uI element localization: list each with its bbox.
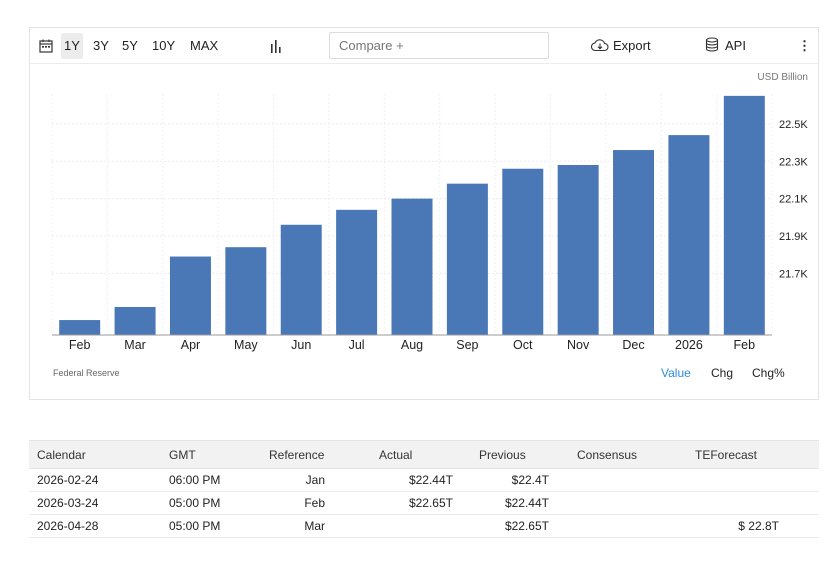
col-consensus: Consensus [569, 440, 687, 469]
y-tick-label: 22.3K [779, 156, 808, 168]
bar [446, 183, 488, 335]
y-tick-label: 22.1K [779, 194, 808, 206]
bar [336, 209, 378, 335]
x-tick-label: Feb [69, 338, 91, 352]
source-label: Federal Reserve [53, 368, 120, 378]
calendar-icon[interactable] [39, 28, 53, 64]
bar [557, 164, 599, 335]
x-tick-label: Nov [567, 338, 590, 352]
x-tick-label: Dec [622, 338, 644, 352]
x-tick-label: Mar [124, 338, 146, 352]
cell-consensus [569, 514, 687, 538]
bar [668, 135, 710, 335]
col-previous: Previous [471, 440, 569, 469]
bar [280, 224, 322, 335]
cell-gmt: 06:00 PM [161, 468, 261, 492]
table-row[interactable]: 2026-02-24 06:00 PM Jan $22.44T $22.4T [29, 468, 819, 492]
api-button[interactable]: API [705, 28, 746, 64]
cell-actual [371, 514, 471, 538]
cell-gmt: 05:00 PM [161, 514, 261, 538]
x-tick-label: Sep [456, 338, 478, 352]
chart-toolbar: 1Y 3Y 5Y 10Y MAX Export API [30, 28, 818, 64]
bar [59, 320, 101, 335]
calendar-header-row: Calendar GMT Reference Actual Previous C… [29, 440, 819, 469]
bar [169, 256, 211, 335]
cell-consensus [569, 491, 687, 515]
compare-input[interactable] [329, 32, 549, 59]
bar [613, 150, 655, 335]
export-button[interactable]: Export [590, 28, 651, 64]
cell-reference: Feb [261, 491, 371, 515]
bar-chart: 21.7K 21.9K 22.1K 22.3K 22.5K Feb Mar Apr May Jun… [51, 94, 808, 352]
unit-label: USD Billion [757, 72, 808, 83]
table-row[interactable]: 2026-03-24 05:00 PM Feb $22.65T $22.44T [29, 491, 819, 515]
bar [391, 198, 433, 335]
cell-teforecast [687, 468, 819, 492]
api-label: API [725, 38, 746, 53]
x-tick-label: 2026 [675, 338, 703, 352]
col-reference: Reference [261, 440, 371, 469]
x-tick-label: Oct [513, 338, 533, 352]
database-icon [705, 37, 719, 52]
x-tick-label: Feb [734, 338, 756, 352]
more-options-icon[interactable]: ⋮ [798, 38, 811, 53]
cell-reference: Jan [261, 468, 371, 492]
col-teforecast: TEForecast [687, 440, 819, 469]
x-tick-label: Jun [291, 338, 311, 352]
cell-previous: $22.44T [471, 491, 569, 515]
x-tick-label: Apr [181, 338, 200, 352]
calendar-table: Calendar GMT Reference Actual Previous C… [29, 440, 819, 538]
cell-date: 2026-04-28 [29, 514, 161, 538]
table-row[interactable]: 2026-04-28 05:00 PM Mar $22.65T $ 22.8T [29, 514, 819, 538]
cell-teforecast [687, 491, 819, 515]
chart-panel: 1Y 3Y 5Y 10Y MAX Export API [29, 27, 819, 400]
cell-date: 2026-02-24 [29, 468, 161, 492]
bar [225, 247, 267, 335]
range-3y-button[interactable]: 3Y [93, 38, 109, 53]
bar [114, 306, 156, 335]
cloud-download-icon [590, 39, 609, 52]
range-10y-button[interactable]: 10Y [152, 38, 176, 53]
x-tick-label: Jul [349, 338, 365, 352]
mode-value-button[interactable]: Value [661, 366, 691, 380]
range-1y-button[interactable]: 1Y [61, 33, 83, 59]
range-max-button[interactable]: MAX [190, 38, 219, 53]
cell-consensus [569, 468, 687, 492]
bar [723, 95, 765, 335]
bar [502, 168, 544, 335]
cell-reference: Mar [261, 514, 371, 538]
y-tick-label: 21.7K [779, 268, 808, 280]
cell-previous: $22.4T [471, 468, 569, 492]
chart-type-icon[interactable] [269, 28, 283, 64]
y-tick-label: 21.9K [779, 231, 808, 243]
cell-teforecast: $ 22.8T [687, 514, 819, 538]
col-calendar: Calendar [29, 440, 161, 469]
y-tick-label: 22.5K [779, 119, 808, 131]
cell-gmt: 05:00 PM [161, 491, 261, 515]
cell-previous: $22.65T [471, 514, 569, 538]
col-actual: Actual [371, 440, 471, 469]
mode-chg-button[interactable]: Chg [711, 366, 734, 380]
x-tick-label: Aug [401, 338, 423, 352]
cell-actual: $22.44T [371, 468, 471, 492]
export-label: Export [613, 38, 651, 53]
x-tick-label: May [234, 338, 258, 352]
range-5y-button[interactable]: 5Y [122, 38, 138, 53]
mode-chgpct-button[interactable]: Chg% [752, 366, 785, 380]
cell-date: 2026-03-24 [29, 491, 161, 515]
cell-actual: $22.65T [371, 491, 471, 515]
col-gmt: GMT [161, 440, 261, 469]
